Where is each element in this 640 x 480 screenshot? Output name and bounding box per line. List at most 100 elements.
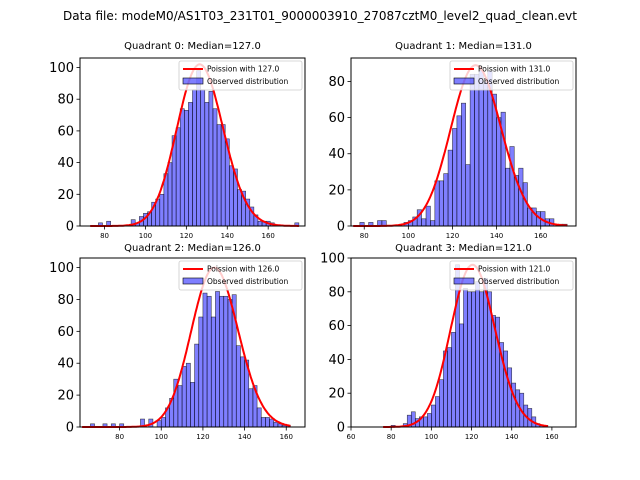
- legend-label-observed: Observed distribution: [478, 77, 559, 86]
- figure-suptitle: Data file: modeM0/AS1T03_231T01_90000039…: [63, 9, 577, 23]
- histogram-bar: [192, 89, 197, 227]
- histogram-bar: [257, 220, 263, 227]
- y-tick-label: 80: [57, 93, 74, 108]
- histogram-bar: [421, 218, 427, 227]
- y-tick-label: 100: [49, 261, 74, 276]
- histogram-bar: [256, 407, 262, 428]
- histogram-bar: [447, 149, 453, 227]
- y-tick-label: 80: [328, 75, 345, 90]
- histogram-bar: [459, 323, 464, 428]
- histogram-bars: [90, 291, 291, 428]
- histogram-bar: [452, 128, 458, 227]
- histogram-bar: [423, 416, 428, 428]
- histogram-bar: [505, 167, 511, 227]
- histogram-bar: [479, 291, 484, 428]
- histogram-bar: [219, 295, 225, 428]
- y-tick-label: 20: [328, 183, 345, 198]
- histogram-bars: [98, 70, 300, 227]
- legend-label-poisson: Poission with 127.0: [207, 65, 280, 74]
- histogram-bar: [434, 180, 440, 227]
- histogram-bar: [248, 388, 254, 428]
- legend-bar-swatch: [182, 77, 204, 85]
- histogram-bar: [188, 102, 193, 227]
- x-tick-label: 140: [490, 232, 503, 240]
- x-tick-label: 160: [280, 433, 293, 441]
- legend-box: [449, 260, 574, 291]
- axes-frame: [79, 257, 306, 428]
- histogram-bar: [215, 291, 220, 428]
- histogram-bar: [438, 180, 444, 227]
- y-tick-label: 60: [328, 319, 345, 334]
- y-tick-label: 0: [66, 220, 74, 235]
- legend: Poission with 121.0 Observed distribution: [449, 260, 574, 291]
- histogram-bar: [425, 205, 431, 227]
- histogram-bar: [439, 379, 444, 428]
- x-tick-label: 80: [100, 232, 109, 240]
- y-tick-label: 40: [328, 353, 345, 368]
- histogram-bar: [240, 356, 245, 428]
- histogram-bar: [237, 189, 242, 227]
- histogram-bar: [467, 291, 472, 428]
- histogram-bar: [184, 110, 189, 227]
- histogram-bar: [483, 81, 489, 227]
- histogram-bar: [181, 366, 187, 428]
- x-tick-label: 160: [534, 232, 547, 240]
- quadrant-1-subplot: Quadrant 1: Median=131.0 0 20 40 60 80 80 100 1…: [328, 41, 577, 240]
- y-tick-label: 60: [57, 124, 74, 139]
- histogram-bar: [427, 413, 432, 428]
- histogram-bar: [177, 385, 183, 428]
- histogram-bar: [463, 288, 468, 428]
- histogram-bar: [507, 367, 513, 428]
- histogram-bar: [194, 343, 200, 428]
- legend-bar-swatch: [453, 277, 475, 285]
- x-tick-label: 140: [505, 433, 518, 441]
- legend-label-observed: Observed distribution: [207, 77, 288, 86]
- y-tick-label: 0: [66, 421, 74, 436]
- x-tick-label: 140: [221, 232, 234, 240]
- quadrant-3-subplot: Quadrant 3: Median=121.0 0 20 40 60 80 100 60 8…: [320, 243, 577, 441]
- histogram-bar: [216, 124, 222, 227]
- histogram-bar: [196, 70, 201, 227]
- y-tick-label: 40: [57, 156, 74, 171]
- histogram-bar: [260, 417, 266, 428]
- legend-bar-swatch: [453, 77, 475, 85]
- legend-label-observed: Observed distribution: [207, 277, 288, 286]
- histogram-bar: [204, 102, 210, 227]
- histogram-bar: [223, 295, 229, 428]
- histogram-bar: [496, 117, 502, 227]
- histogram-bar: [435, 396, 440, 428]
- histogram-bar: [235, 345, 241, 428]
- x-tick-label: 80: [115, 433, 124, 441]
- histogram-bar: [443, 173, 449, 227]
- legend-label-observed: Observed distribution: [478, 277, 559, 286]
- histogram-bar: [471, 291, 476, 428]
- legend-box: [449, 60, 574, 91]
- y-tick-label: 40: [328, 147, 345, 162]
- histogram-bar: [469, 73, 475, 227]
- y-tick-label: 100: [49, 61, 74, 76]
- histogram-bar: [491, 93, 497, 227]
- axes-frame: [350, 57, 577, 227]
- histogram-bar: [460, 102, 467, 227]
- quadrant-2-title: Quadrant 2: Median=126.0: [124, 243, 261, 254]
- legend-label-poisson: Poission with 126.0: [207, 265, 280, 274]
- quadrant-2-subplot: Quadrant 2: Median=126.0 0 20 40 60 80 100 80 1…: [49, 243, 306, 441]
- histogram-bar: [212, 108, 218, 227]
- y-tick-label: 80: [328, 285, 345, 300]
- histogram-bar: [206, 295, 212, 428]
- histogram-bar: [167, 162, 173, 227]
- histogram-bar: [190, 382, 195, 428]
- legend: Poission with 131.0 Observed distribution: [449, 60, 574, 91]
- x-tick-label: 160: [545, 433, 558, 441]
- histogram-bar: [431, 404, 436, 428]
- legend-box: [178, 260, 303, 291]
- histogram-bar: [220, 124, 226, 227]
- histogram-bar: [265, 417, 270, 428]
- x-tick-label: 100: [402, 232, 415, 240]
- y-tick-label: 60: [57, 325, 74, 340]
- y-tick-label: 20: [328, 387, 345, 402]
- histogram-bars: [359, 70, 568, 227]
- histogram-bar: [465, 164, 471, 227]
- histogram-bar: [430, 220, 436, 227]
